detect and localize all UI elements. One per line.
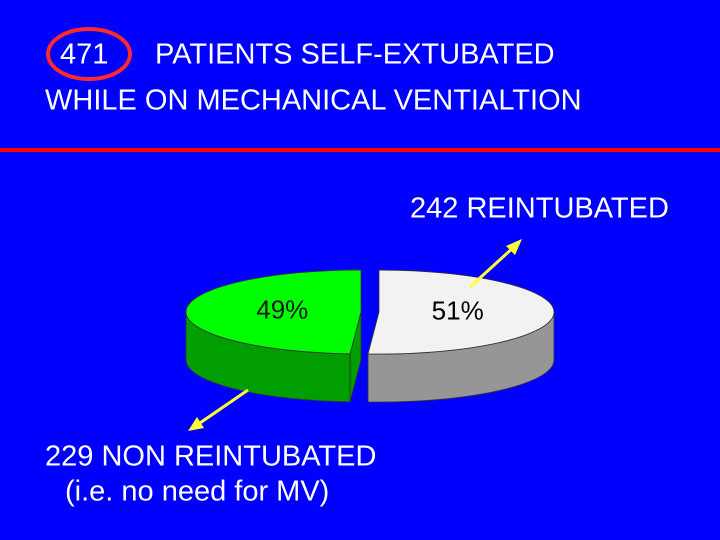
slice <box>367 269 555 355</box>
arrow <box>196 388 249 427</box>
value-label: 49% <box>256 295 308 325</box>
value-label: 51% <box>432 296 484 326</box>
annotation: 242 REINTUBATED <box>410 193 669 225</box>
pie: 49% 51% <box>185 269 555 403</box>
annotation: (i.e. no need for MV) <box>65 476 329 508</box>
title: PATIENTS SELF-EXTUBATED <box>155 39 555 71</box>
arrow <box>468 244 517 289</box>
annotation: 229 NON REINTUBATED <box>45 441 376 473</box>
title: WHILE ON MECHANICAL VENTIALTION <box>45 85 582 117</box>
arrowhead <box>506 239 522 255</box>
title-number: 471 <box>60 39 108 71</box>
divider <box>0 148 720 152</box>
arrowhead <box>188 417 204 431</box>
slice <box>185 269 362 355</box>
highlight-ring <box>46 27 132 81</box>
